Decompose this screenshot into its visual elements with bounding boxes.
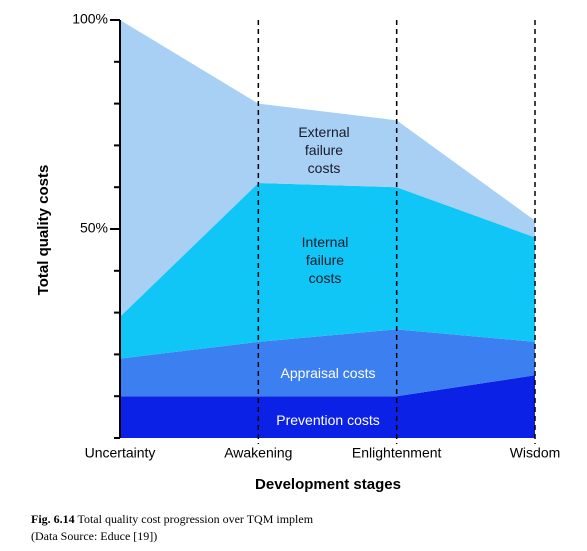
area-label: Internal failure costs [301,234,349,286]
area [120,20,535,317]
area [120,183,535,359]
area-label: Appraisal costs [280,365,376,381]
x-tick-label: Uncertainty [85,445,156,461]
area-label: External failure costs [298,124,350,176]
caption-source: (Data Source: Educe [19]) [31,529,158,543]
caption: Fig. 6.14 Total quality cost progression… [31,512,313,527]
x-tick-label: Wisdom [510,445,561,461]
y-tick-label: 100% [72,11,108,27]
area [120,375,535,438]
area-label: Prevention costs [276,412,380,428]
caption-label: Fig. 6.14 [31,512,75,526]
x-tick-label: Enlightenment [352,445,442,461]
y-axis-title: Total quality costs [35,165,52,296]
x-axis-title: Development stages [255,476,401,493]
y-tick-label: 50% [80,220,108,236]
area [120,329,535,397]
caption-text: Total quality cost progression over TQM … [77,512,314,526]
x-tick-label: Awakening [224,445,292,461]
